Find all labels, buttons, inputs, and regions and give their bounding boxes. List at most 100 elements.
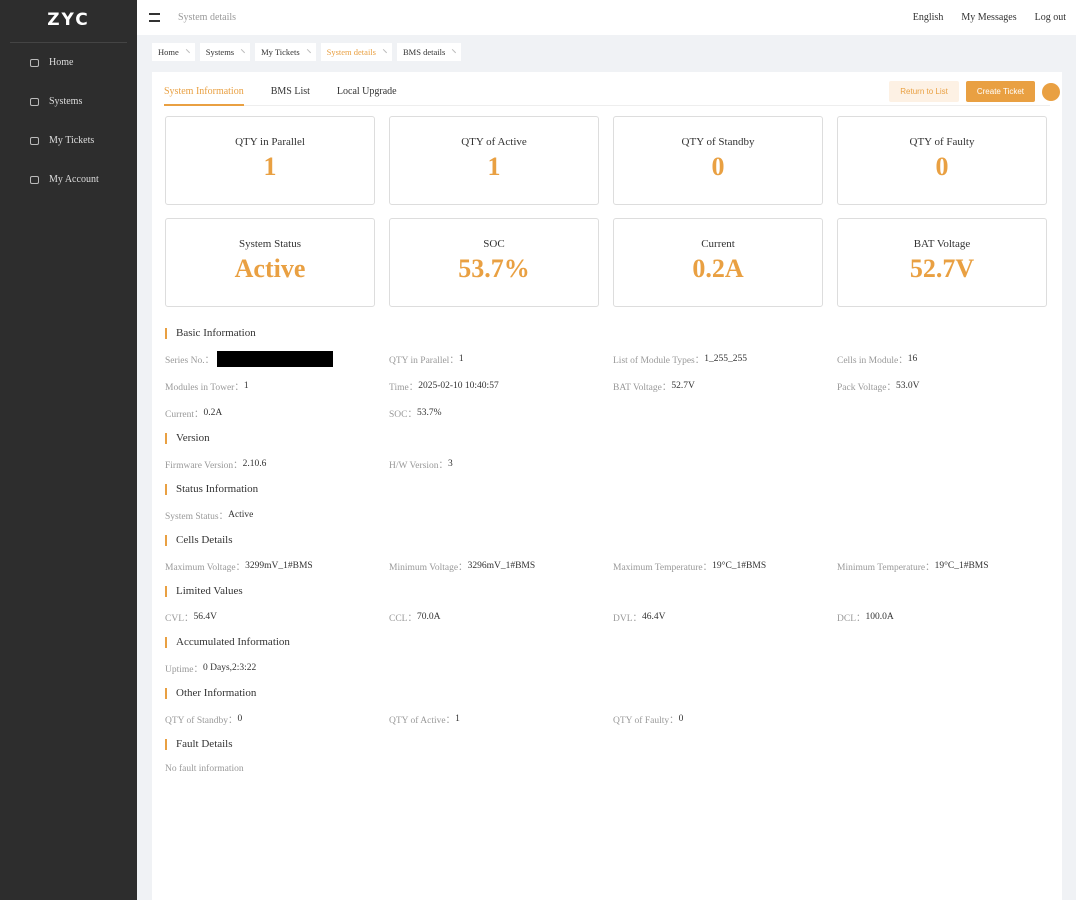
field-label: Minimum Voltage： [389,563,468,573]
sub-tab[interactable]: System Information [164,80,244,106]
create-button[interactable]: Create Ticket [965,81,1035,102]
field-label: Uptime： [165,665,203,675]
field-label: QTY of Standby： [165,716,238,726]
menu-label: My Tickets [49,135,95,146]
field-value: 53.7% [416,408,442,418]
tab-label: Home [158,47,179,57]
stat-value: 1 [487,152,501,181]
sub-tabs: System Information BMS List Local Upgrade [164,80,1050,106]
menu-item[interactable]: Home [0,43,137,82]
field: CCL： 70.0A [389,611,613,624]
field-value: 1_255_255 [704,354,748,364]
field-value: 46.4V [642,612,666,622]
field-grid: System Status： Active [165,509,1061,522]
field: Modules in Tower： 1 [165,380,389,393]
menu-toggle[interactable] [149,13,160,22]
stat-label: QTY in Parallel [235,136,305,148]
field-label: DVL： [613,614,643,624]
menu-item[interactable]: My Tickets [0,121,137,160]
tab[interactable]: My Tickets [255,43,316,61]
tab-close[interactable] [182,48,190,56]
sections: Basic Information Series No.： QTY in Paral… [165,328,1061,788]
field-value: 1 [243,381,249,391]
field-grid: Uptime： 0 Days,2:3:22 [165,662,1061,675]
field: System Status： Active [165,509,389,522]
redacted [217,351,334,367]
menu-icon [30,136,39,145]
menu-item[interactable]: My Account [0,160,137,199]
field: Maximum Temperature： 19°C_1#BMS [613,560,837,573]
tab-label: My Tickets [261,47,300,57]
section-title: Other Information [165,688,1061,699]
content: System Information BMS List Local Upgrade … [152,72,1062,900]
tab[interactable]: BMS details [396,43,462,61]
section: Status Information System Status： Active [165,484,1061,522]
tab-close[interactable] [449,48,457,56]
menu-icon [30,97,39,106]
stat-label: System Status [238,238,302,250]
field: Uptime： 0 Days,2:3:22 [165,662,389,675]
stat-label: BAT Voltage [913,238,971,250]
field: QTY of Standby： 0 [165,713,389,726]
section-title: Fault Details [165,739,1061,750]
field: QTY of Active： 1 [389,713,613,726]
menu-item[interactable]: Systems [0,82,137,121]
sub-tab[interactable]: BMS List [270,86,310,97]
field-label: Cells in Module： [837,356,908,366]
logo[interactable]: ZYC [10,0,127,43]
language[interactable]: English [912,12,944,23]
field-label: QTY in Parallel： [389,356,459,366]
logout[interactable]: Log out [1034,12,1066,23]
field-value: 2025-02-10 10:40:57 [418,381,499,391]
field-value: 19°C_1#BMS [934,561,989,571]
stat-label: QTY of Standby [681,136,755,148]
stat-card: System Status Active [165,218,375,307]
tab-bar: Home Systems My Tickets System details BMS d… [152,43,462,61]
empty-text: No fault information [165,764,244,774]
stat-card: QTY in Parallel 1 [165,116,375,205]
field-label: SOC： [389,410,417,420]
field-label: QTY of Active： [389,716,456,726]
field-value: 53.0V [896,381,920,391]
field-grid: Firmware Version： 2.10.6 H/W Version： 3 [165,458,1061,471]
field-label: Series No.： [165,356,215,366]
tab[interactable]: Home [152,43,195,61]
stat-value: 0 [711,152,725,181]
field: Current： 0.2A [165,407,389,420]
tab-close[interactable] [238,48,246,56]
field-value: 2.10.6 [242,459,267,469]
tab-close[interactable] [379,48,388,56]
stat-card: BAT Voltage 52.7V [837,218,1047,307]
tab-label: System details [326,47,376,57]
section-title: Basic Information [165,328,1061,339]
field-value: 3 [448,459,453,469]
field: SOC： 53.7% [389,407,613,420]
sub-tab[interactable]: Local Upgrade [336,86,397,97]
stat-label: Current [701,238,735,250]
section: Cells Details Maximum Voltage： 3299mV_1#BM… [165,535,1061,573]
field: QTY of Faulty： 0 [613,713,837,726]
field-value: 0 [237,714,243,724]
tab-close[interactable] [303,48,311,56]
messages[interactable]: My Messages [961,12,1017,23]
field-value: 16 [907,354,918,364]
field-value: 3296mV_1#BMS [467,561,536,571]
field-label: Modules in Tower： [165,383,244,393]
field-value: 0.2A [203,408,223,418]
field-value: 100.0A [865,612,894,622]
tab[interactable]: System details [320,43,392,61]
cards: QTY in Parallel 1 QTY of Active 1 QTY of Sta… [165,116,1047,307]
field-value: 52.7V [671,381,695,391]
stat-card: SOC 53.7% [389,218,599,307]
field-value: 0 [678,714,684,724]
return-button[interactable]: Return to List [889,81,959,102]
section: Version Firmware Version： 2.10.6 H/W Versio… [165,433,1061,471]
field: Series No.： [165,351,389,367]
field-label: Minimum Temperature： [837,563,935,573]
stat-card: QTY of Active 1 [389,116,599,205]
help-button[interactable] [1042,82,1060,101]
field-value: 56.4V [193,612,218,622]
menu-icon [30,175,39,184]
tab[interactable]: Systems [199,43,251,61]
